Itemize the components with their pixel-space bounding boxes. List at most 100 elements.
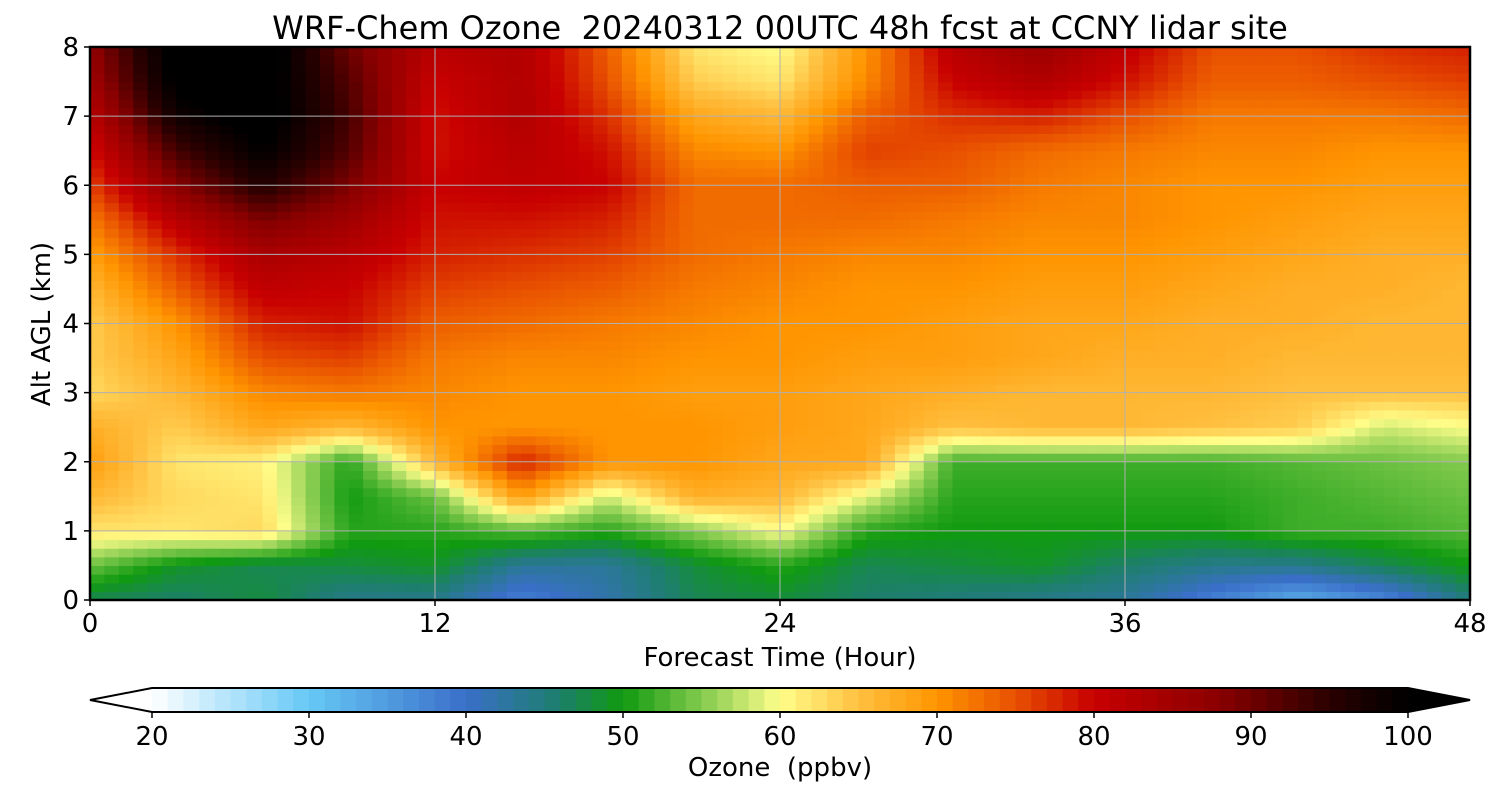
heatmap-cell <box>636 288 652 299</box>
heatmap-cell <box>463 496 479 506</box>
heatmap-cell <box>751 366 767 376</box>
heatmap-cell <box>1139 297 1155 307</box>
heatmap-cell <box>363 358 379 368</box>
heatmap-cell <box>535 107 551 117</box>
heatmap-cell <box>1196 375 1212 385</box>
heatmap-cell <box>1139 245 1155 255</box>
heatmap-cell <box>492 306 508 316</box>
heatmap-cell <box>1153 150 1169 160</box>
heatmap-cell <box>823 176 839 186</box>
heatmap-cell <box>1081 288 1097 299</box>
heatmap-cell <box>708 496 724 506</box>
heatmap-cell <box>506 263 522 273</box>
heatmap-cell <box>262 349 278 359</box>
heatmap-cell <box>708 401 724 411</box>
heatmap-cell <box>147 193 163 204</box>
heatmap-cell <box>909 401 925 411</box>
heatmap-cell <box>952 202 968 212</box>
heatmap-cell <box>147 64 163 74</box>
heatmap-cell <box>435 513 450 523</box>
heatmap-cell <box>1168 323 1184 333</box>
heatmap-cell <box>1096 211 1112 221</box>
heatmap-cell <box>435 211 450 221</box>
heatmap-cell <box>363 496 379 506</box>
heatmap-cell <box>765 504 781 515</box>
heatmap-cell <box>550 522 565 532</box>
heatmap-cell <box>923 591 939 601</box>
heatmap-cell <box>550 383 565 394</box>
heatmap-cell <box>377 271 393 281</box>
heatmap-cell <box>1211 591 1227 601</box>
heatmap-cell <box>923 548 939 558</box>
heatmap-cell <box>276 254 292 264</box>
heatmap-cell <box>521 522 537 532</box>
heatmap-cell <box>1038 513 1054 523</box>
heatmap-cell <box>1139 280 1155 290</box>
heatmap-cell <box>420 263 436 273</box>
heatmap-cell <box>895 444 910 454</box>
heatmap-cell <box>1038 314 1054 325</box>
heatmap-cell <box>966 539 982 549</box>
heatmap-cell <box>636 150 652 160</box>
heatmap-cell <box>535 288 551 299</box>
heatmap-cell <box>535 116 551 126</box>
heatmap-cell <box>391 530 407 541</box>
heatmap-cell <box>550 263 565 273</box>
heatmap-cell <box>506 574 522 584</box>
heatmap-cell <box>880 487 896 497</box>
heatmap-cell <box>463 202 479 212</box>
heatmap-cell <box>420 539 436 549</box>
heatmap-cell <box>1067 487 1083 497</box>
heatmap-cell <box>1053 530 1069 541</box>
heatmap-cell <box>665 496 680 506</box>
heatmap-cell <box>665 64 680 74</box>
heatmap-cell <box>104 340 120 351</box>
heatmap-cell <box>176 245 192 255</box>
heatmap-cell <box>521 470 537 480</box>
heatmap-cell <box>363 375 379 385</box>
heatmap-cell <box>320 64 335 74</box>
heatmap-cell <box>1024 90 1040 100</box>
heatmap-cell <box>291 280 307 290</box>
heatmap-cell <box>248 90 264 100</box>
heatmap-cell <box>1153 383 1169 394</box>
heatmap-cell <box>837 479 853 489</box>
heatmap-cell <box>808 530 824 541</box>
heatmap-cell <box>966 297 982 307</box>
heatmap-cell <box>679 64 695 74</box>
heatmap-cell <box>118 401 134 411</box>
heatmap-cell <box>765 340 781 351</box>
heatmap-cell <box>305 237 321 247</box>
heatmap-cell <box>435 90 450 100</box>
heatmap-cell <box>780 366 795 376</box>
heatmap-cell <box>420 513 436 523</box>
heatmap-cell <box>665 479 680 489</box>
heatmap-cell <box>736 228 752 238</box>
heatmap-cell <box>521 591 537 601</box>
heatmap-cell <box>981 47 997 57</box>
heatmap-cell <box>463 211 479 221</box>
heatmap-cell <box>708 288 724 299</box>
heatmap-cell <box>923 159 939 169</box>
heatmap-cell <box>794 539 810 549</box>
heatmap-cell <box>147 366 163 376</box>
heatmap-cell <box>679 496 695 506</box>
heatmap-cell <box>1182 288 1198 299</box>
heatmap-cell <box>492 504 508 515</box>
heatmap-cell <box>780 332 795 342</box>
heatmap-cell <box>938 254 954 264</box>
heatmap-cell <box>607 539 623 549</box>
heatmap-cell <box>262 47 278 57</box>
heatmap-cell <box>665 254 680 264</box>
heatmap-cell <box>219 142 235 152</box>
heatmap-cell <box>291 228 307 238</box>
heatmap-cell <box>521 487 537 497</box>
heatmap-cell <box>880 72 896 83</box>
heatmap-cell <box>219 55 235 65</box>
heatmap-cell <box>837 556 853 567</box>
heatmap-cell <box>966 323 982 333</box>
heatmap-cell <box>1110 332 1126 342</box>
heatmap-cell <box>377 487 393 497</box>
heatmap-cell <box>995 107 1011 117</box>
heatmap-cell <box>1024 479 1040 489</box>
